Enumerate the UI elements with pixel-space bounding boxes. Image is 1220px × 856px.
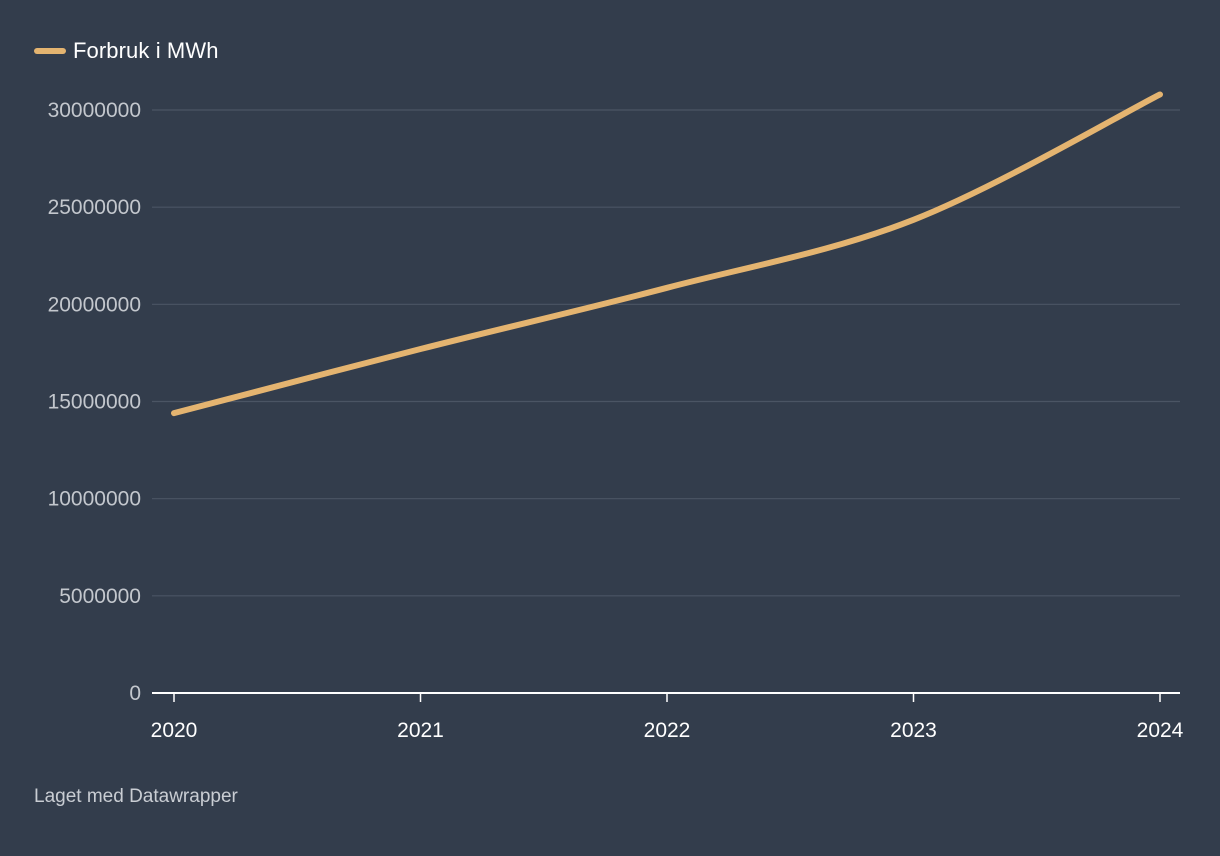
y-tick-label: 10000000 xyxy=(48,488,141,511)
y-tick-label: 0 xyxy=(129,682,141,705)
x-tick-label: 2022 xyxy=(644,719,691,742)
x-tick-label: 2021 xyxy=(397,719,444,742)
y-tick-label: 25000000 xyxy=(48,196,141,219)
x-tick-label: 2023 xyxy=(890,719,937,742)
series-line xyxy=(171,91,1163,417)
line-chart: 0 5000000 10000000 15000000 20000000 25000000… xyxy=(48,91,1184,742)
legend-swatch xyxy=(34,48,66,54)
x-tick-label: 2020 xyxy=(151,719,198,742)
y-tick-label: 20000000 xyxy=(48,293,141,316)
y-tick-label: 30000000 xyxy=(48,99,141,122)
credit-footer: Laget med Datawrapper xyxy=(34,786,238,807)
y-tick-label: 15000000 xyxy=(48,391,141,414)
legend: Forbruk i MWh xyxy=(34,36,219,66)
legend-label: Forbruk i MWh xyxy=(73,38,219,63)
y-tick-label: 5000000 xyxy=(59,585,141,608)
x-tick-label: 2024 xyxy=(1137,719,1184,742)
